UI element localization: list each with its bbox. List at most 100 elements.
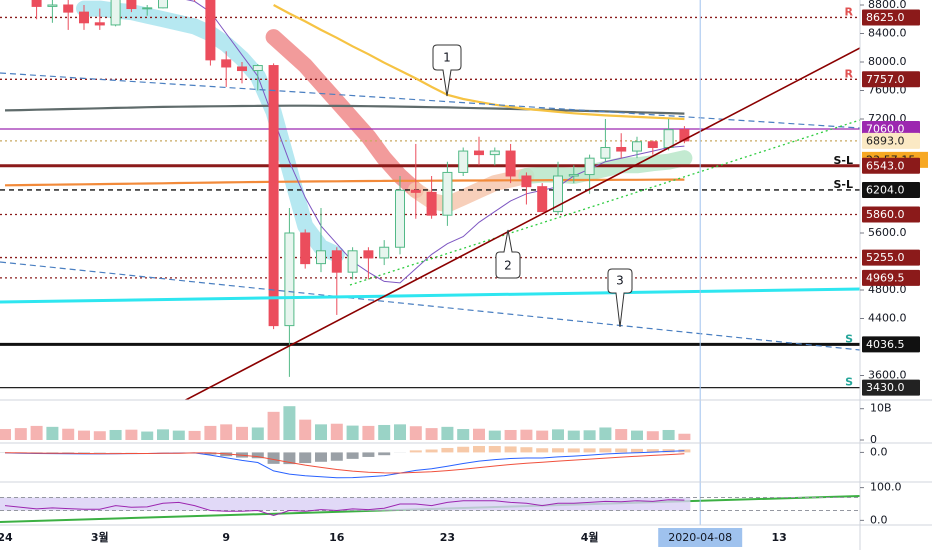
price-tag-label: 4969.5	[866, 271, 905, 284]
volume-bar	[78, 430, 90, 440]
candle-body	[347, 250, 358, 273]
price-tag	[862, 336, 920, 353]
price-tag	[862, 9, 920, 26]
level-marker: S-L	[834, 154, 854, 167]
macd-histogram-bar	[567, 448, 580, 453]
volume-bar	[125, 429, 138, 440]
macd-histogram-bar	[362, 452, 375, 457]
macd-histogram-bar	[646, 449, 659, 453]
candle-body	[142, 7, 153, 10]
volume-bar	[504, 429, 517, 440]
price-tag	[862, 206, 920, 223]
macd-histogram-bar	[615, 448, 628, 453]
volume-bar	[488, 430, 501, 440]
price-tag	[862, 71, 920, 88]
price-tag	[862, 249, 920, 266]
candle-body	[110, 0, 121, 26]
trend-line	[0, 72, 860, 129]
volume-bar	[188, 430, 201, 440]
volume-bar	[93, 431, 106, 440]
macd-histogram-bar	[204, 452, 217, 455]
drawings: 1 2 3	[0, 44, 860, 400]
volume-bar	[283, 406, 296, 440]
volume-bar	[662, 429, 675, 440]
volume-bar	[409, 426, 422, 440]
price-tag-label: 4036.5	[866, 338, 905, 351]
macd-histogram-bar	[520, 447, 533, 453]
x-tick-label: 16	[329, 531, 345, 544]
trend-line	[183, 47, 860, 400]
callout-label: 3	[616, 274, 624, 288]
volume-bar	[251, 427, 264, 440]
volume-bar	[567, 430, 580, 440]
volume-bar	[394, 424, 406, 440]
candle-body	[316, 250, 326, 265]
volume-bar	[346, 425, 359, 440]
candle-body	[126, 0, 137, 10]
volume-bar	[583, 430, 596, 440]
candle-body	[94, 22, 105, 26]
price-tag-label: 6204.0	[866, 183, 905, 196]
price-tag-label: 5255.0	[866, 251, 905, 264]
macd-histogram-bar	[504, 446, 517, 453]
candle-body	[679, 129, 690, 142]
y-tick-label: 0	[870, 433, 877, 446]
moving-average	[4, 104, 685, 115]
indicator-panes	[0, 400, 860, 525]
candle-body	[521, 175, 532, 188]
macd-histogram-bar	[583, 448, 596, 453]
candle-body	[647, 141, 658, 148]
macd-histogram-bar	[346, 452, 359, 459]
x-tick-label: 24	[0, 531, 13, 544]
macd-histogram-bar	[315, 452, 327, 462]
price-tag-label: 5860.0	[866, 208, 905, 221]
candle-body	[252, 65, 263, 72]
y-tick-label: 4800.0	[868, 283, 907, 296]
candle-body	[663, 129, 674, 148]
macd-histogram-bar	[378, 452, 391, 456]
volume-bar	[14, 428, 27, 440]
candle-body	[474, 150, 484, 156]
price-tag	[862, 269, 920, 286]
volume-bar	[441, 426, 454, 440]
macd-histogram-bar	[441, 447, 454, 453]
rsi-band	[0, 497, 691, 511]
candle-body	[632, 141, 642, 152]
candle-body	[410, 189, 421, 193]
y-tick-label: 4400.0	[868, 311, 907, 324]
volume-bar	[62, 428, 75, 440]
macd-histogram-bar	[662, 449, 675, 453]
candle-body	[537, 186, 548, 213]
moving-average	[185, 0, 685, 284]
rsi-line	[4, 499, 685, 517]
price-tag-label: 6893.0	[866, 134, 905, 147]
crosshair-date-box	[658, 528, 743, 547]
price-pane: 1 2 3	[0, 0, 860, 400]
volume-bar	[30, 425, 43, 440]
moving-average	[4, 178, 685, 187]
volume-bar	[646, 431, 659, 440]
macd-histogram-bar	[409, 450, 422, 453]
volume-bar	[457, 429, 470, 440]
callout-label: 1	[443, 51, 451, 65]
volume-bar	[204, 425, 217, 440]
macd-histogram-bar	[283, 452, 296, 465]
macd-histogram-bar	[251, 452, 264, 459]
price-tag	[862, 157, 920, 174]
x-tick-label: 13	[772, 531, 787, 544]
y-tick-label: 8000.0	[868, 55, 907, 68]
volume-bar	[0, 429, 11, 440]
price-tag	[862, 379, 920, 396]
volume-bar	[678, 433, 691, 440]
price-tag-label: 6543.0	[866, 159, 905, 172]
level-marker: R	[845, 67, 854, 80]
y-tick-label: 3600.0	[868, 368, 907, 381]
macd-line	[4, 452, 685, 474]
y-tick-label: 100.0	[870, 481, 902, 494]
y-tick-label: 8800.0	[868, 0, 907, 11]
macd-histogram-bar	[488, 446, 501, 453]
price-tag-label: 7757.0	[866, 73, 905, 86]
volume-bar	[299, 419, 312, 440]
candle-body	[489, 150, 500, 156]
y-tick-label: 0.0	[870, 513, 888, 526]
